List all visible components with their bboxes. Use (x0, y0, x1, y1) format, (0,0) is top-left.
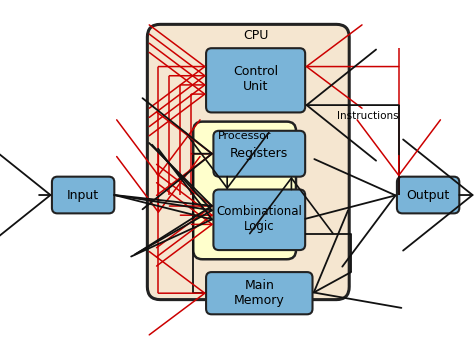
Text: Instructions: Instructions (337, 111, 398, 121)
FancyBboxPatch shape (213, 131, 305, 177)
Text: CPU: CPU (243, 29, 268, 42)
Text: Main
Memory: Main Memory (234, 279, 285, 307)
FancyBboxPatch shape (147, 24, 349, 300)
Text: Output: Output (407, 188, 450, 201)
FancyBboxPatch shape (206, 272, 312, 314)
Text: Processor: Processor (218, 131, 271, 141)
Text: Input: Input (67, 188, 99, 201)
FancyBboxPatch shape (52, 177, 114, 213)
FancyBboxPatch shape (213, 189, 305, 250)
Text: Registers: Registers (230, 147, 288, 160)
Text: Combinational
Logic: Combinational Logic (216, 205, 302, 233)
FancyBboxPatch shape (193, 122, 296, 259)
FancyBboxPatch shape (397, 177, 459, 213)
FancyBboxPatch shape (206, 48, 305, 113)
Text: Control
Unit: Control Unit (233, 65, 278, 93)
